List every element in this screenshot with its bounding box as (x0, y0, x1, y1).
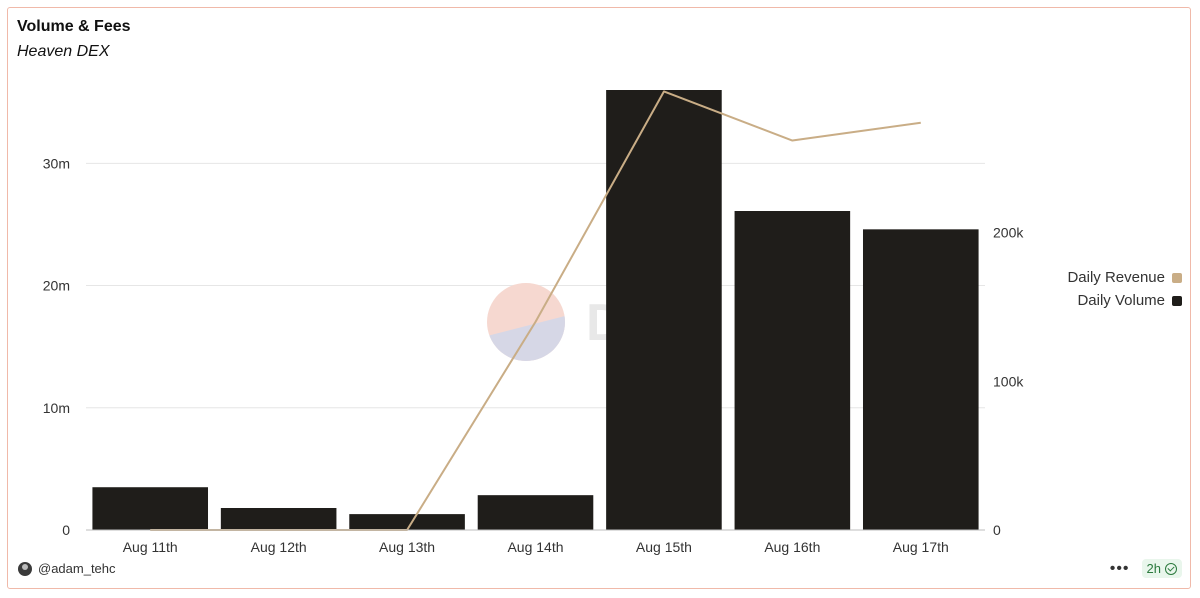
y-right-tick-label: 200k (993, 225, 1024, 241)
author-name: @adam_tehc (38, 561, 116, 576)
x-tick-label: Aug 14th (507, 539, 563, 555)
chart-title: Volume & Fees (17, 18, 131, 35)
chart-legend: Daily Revenue Daily Volume (1067, 266, 1182, 312)
legend-item-volume[interactable]: Daily Volume (1067, 289, 1182, 312)
chart-subtitle: Heaven DEX (17, 43, 110, 60)
x-tick-label: Aug 12th (251, 539, 307, 555)
bar-daily-volume (862, 229, 979, 531)
y-left-tick-label: 20m (43, 278, 70, 294)
bar-daily-volume (477, 495, 594, 530)
check-circle-icon (1165, 562, 1177, 575)
y-right-tick-label: 100k (993, 373, 1024, 389)
freshness-label: 2h (1146, 561, 1161, 576)
legend-swatch-revenue (1172, 272, 1182, 283)
legend-label-volume: Daily Volume (1077, 292, 1165, 309)
x-tick-label: Aug 16th (764, 539, 820, 555)
bar-daily-volume (220, 508, 337, 530)
watermark-logo-top (487, 283, 565, 361)
author-link[interactable]: @adam_tehc (18, 561, 116, 576)
line-daily-revenue (150, 90, 921, 531)
chart-canvas: Dune 0 10m 20m 30m 0 100k 200k Aug 11th Aug 12th… (43, 90, 1024, 555)
y-left-tick-label: 10m (43, 400, 70, 416)
freshness-badge[interactable]: 2h (1141, 559, 1182, 578)
bar-daily-volume (606, 90, 722, 530)
watermark-logo-bottom (487, 316, 565, 361)
y-left-tick-label: 30m (43, 155, 70, 171)
footer-controls: ••• 2h (1110, 559, 1182, 578)
x-tick-label: Aug 15th (636, 539, 692, 555)
bar-daily-volume (349, 514, 465, 530)
legend-swatch-volume (1172, 295, 1182, 306)
legend-item-revenue[interactable]: Daily Revenue (1067, 266, 1182, 289)
more-options-icon[interactable]: ••• (1109, 559, 1130, 577)
bar-daily-volume (92, 487, 209, 530)
dune-watermark: Dune (487, 283, 716, 361)
y-left-tick-label: 0 (62, 522, 70, 538)
x-tick-label: Aug 17th (893, 539, 949, 555)
watermark-text: Dune (586, 294, 716, 352)
chart-card: Volume & Fees Heaven DEX Dune 0 10m 20m 30m… (7, 7, 1191, 589)
avatar (18, 561, 32, 576)
x-tick-label: Aug 11th (123, 539, 178, 555)
x-tick-label: Aug 13th (379, 539, 435, 555)
bar-daily-volume (734, 211, 851, 530)
y-right-tick-label: 0 (993, 522, 1001, 538)
legend-label-revenue: Daily Revenue (1067, 269, 1165, 286)
